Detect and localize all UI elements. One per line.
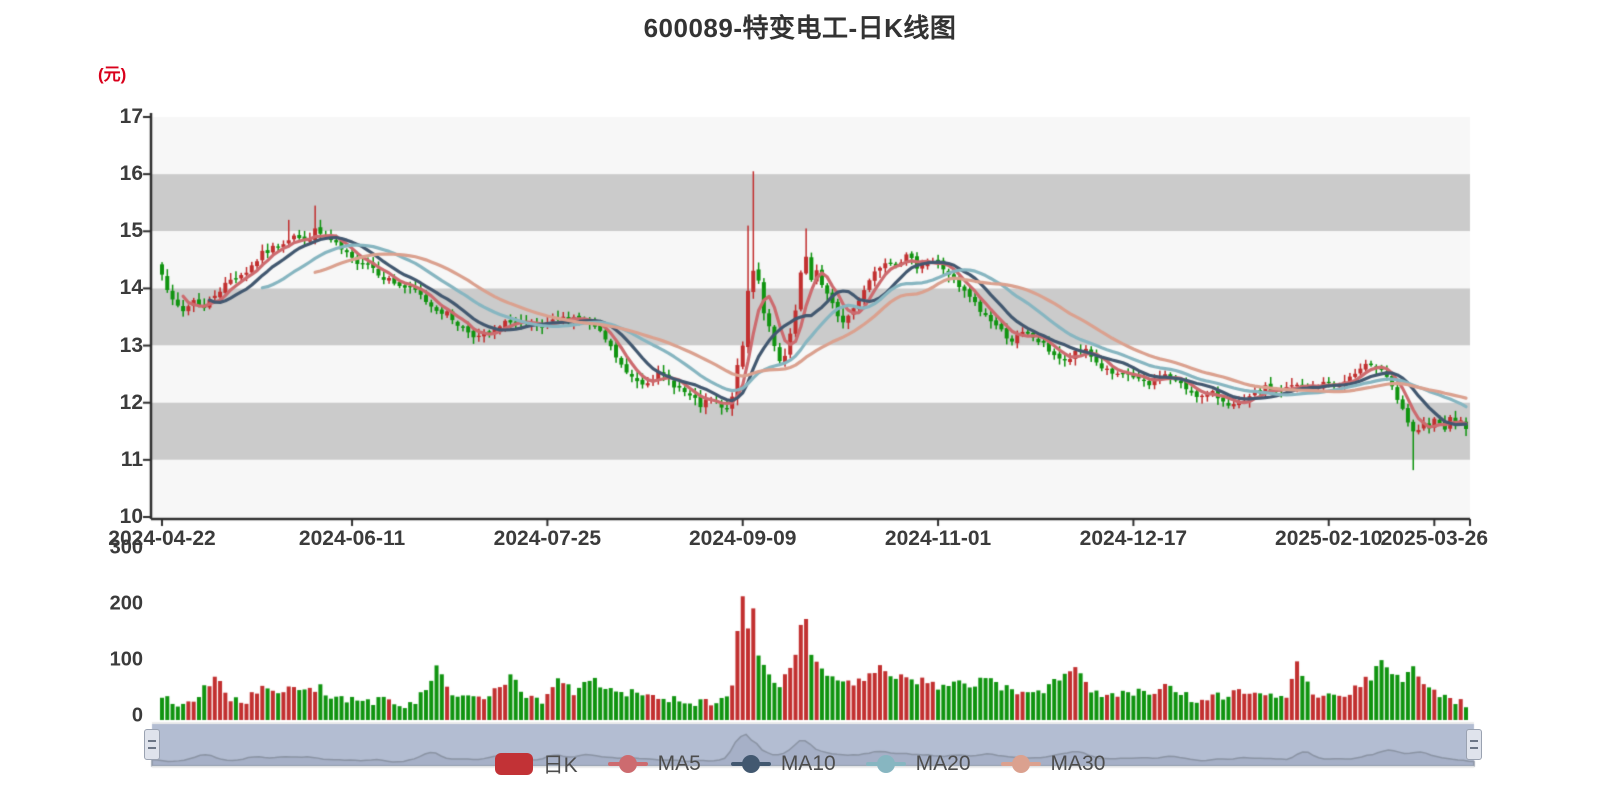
ma-line-legend-icon bbox=[1000, 753, 1041, 775]
ma-line-legend-icon bbox=[607, 753, 648, 775]
legend-item-ma10[interactable]: MA10 bbox=[730, 752, 836, 776]
x-axis-tick-label: 2024-07-25 bbox=[493, 527, 602, 550]
legend-item-kline[interactable]: 日K bbox=[494, 749, 578, 779]
chart-legend: 日K MA5 MA10 MA20 MA30 bbox=[0, 749, 1600, 779]
datazoom-handle-left[interactable] bbox=[144, 729, 160, 760]
y-axis-tick-label: 16 bbox=[119, 162, 143, 186]
handle-grip-icon bbox=[148, 740, 156, 742]
handle-grip-icon bbox=[1470, 747, 1478, 749]
handle-grip-icon bbox=[1470, 740, 1478, 742]
x-axis-tick-label: 2025-02-10 bbox=[1275, 527, 1383, 550]
x-axis-tick-label: 2024-09-09 bbox=[689, 527, 797, 550]
volume-axis-tick-label: 0 bbox=[131, 704, 143, 727]
y-axis-tick-label: 11 bbox=[120, 447, 143, 471]
chart-title: 600089-特变电工-日K线图 bbox=[643, 13, 957, 43]
legend-dot-icon bbox=[618, 755, 637, 773]
y-axis-unit-label: (元) bbox=[98, 65, 127, 84]
y-axis-tick-label: 12 bbox=[119, 390, 143, 414]
legend-item-label: MA5 bbox=[657, 752, 701, 775]
legend-dot-icon bbox=[741, 755, 760, 773]
volume-axis-tick-label: 100 bbox=[109, 648, 143, 671]
candlestick-legend-icon bbox=[494, 753, 533, 775]
x-axis-tick-label: 2024-12-17 bbox=[1079, 527, 1188, 550]
legend-item-label: 日K bbox=[542, 754, 578, 777]
legend-item-label: MA10 bbox=[780, 752, 836, 775]
ma-line-legend-icon bbox=[865, 753, 906, 775]
x-axis-tick-label: 2025-03-26 bbox=[1380, 527, 1489, 550]
y-axis-tick-label: 17 bbox=[119, 105, 143, 128]
handle-grip-icon bbox=[148, 747, 156, 749]
ma-line-legend-icon bbox=[730, 753, 771, 775]
legend-item-ma20[interactable]: MA20 bbox=[865, 752, 971, 776]
legend-item-ma5[interactable]: MA5 bbox=[607, 752, 701, 776]
legend-item-label: MA30 bbox=[1050, 752, 1106, 775]
legend-dot-icon bbox=[1011, 755, 1030, 773]
legend-item-ma30[interactable]: MA30 bbox=[1000, 752, 1106, 776]
datazoom-handle-right[interactable] bbox=[1466, 729, 1482, 760]
volume-axis-tick-label: 300 bbox=[109, 536, 143, 559]
x-axis-tick-label: 2024-06-11 bbox=[298, 527, 406, 550]
y-axis-tick-label: 13 bbox=[119, 333, 143, 357]
y-axis-tick-label: 10 bbox=[119, 505, 143, 528]
y-axis-tick-label: 14 bbox=[119, 276, 143, 300]
y-axis-tick-label: 15 bbox=[119, 219, 143, 243]
x-axis-tick-label: 2024-11-01 bbox=[884, 527, 992, 550]
legend-dot-icon bbox=[876, 755, 895, 773]
volume-axis-tick-label: 200 bbox=[109, 592, 143, 615]
legend-item-label: MA20 bbox=[915, 752, 971, 775]
x-axis-tick-label: 2024-04-22 bbox=[108, 527, 216, 550]
